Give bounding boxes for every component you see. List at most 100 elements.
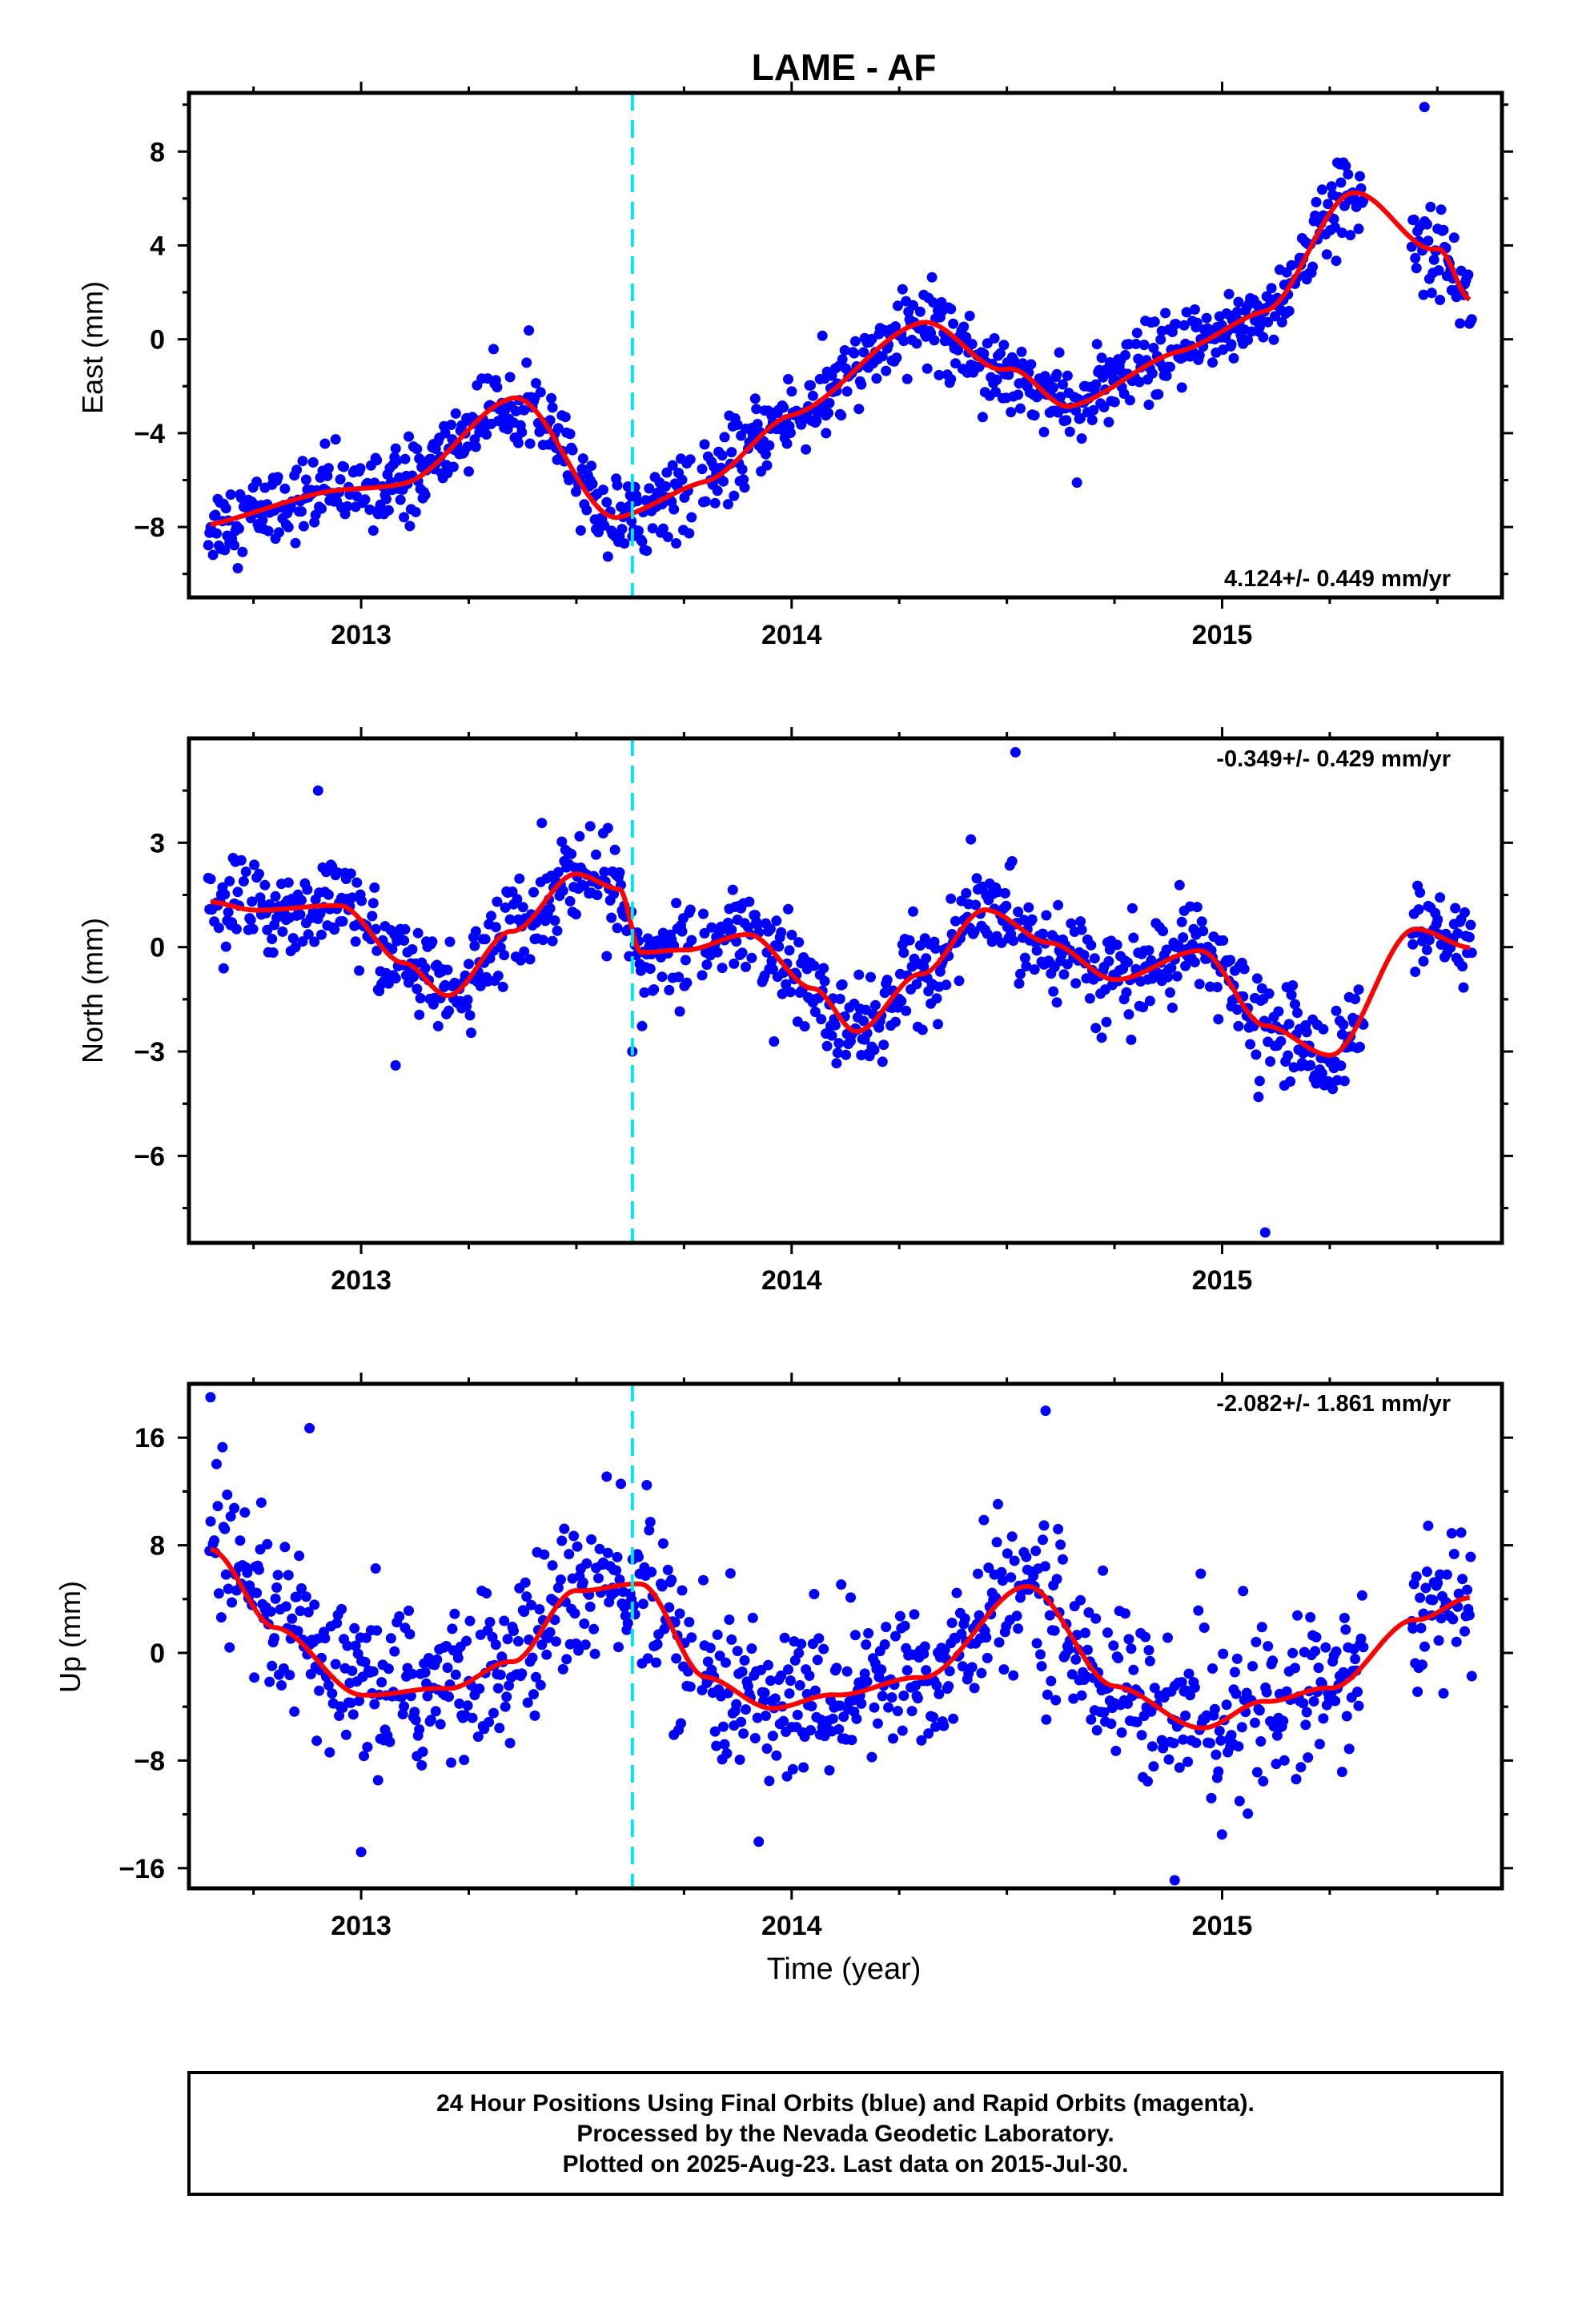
data-point — [1178, 1734, 1189, 1745]
data-point — [677, 474, 688, 485]
data-point — [1075, 1594, 1086, 1606]
data-point — [869, 999, 881, 1011]
data-point — [262, 1538, 273, 1550]
data-point — [1435, 204, 1447, 215]
data-point — [279, 1542, 291, 1553]
data-point — [535, 1679, 546, 1691]
data-point — [586, 460, 597, 472]
data-point — [579, 1618, 590, 1629]
data-point — [1044, 1610, 1055, 1621]
data-point — [1456, 1527, 1467, 1538]
data-point — [1450, 903, 1461, 914]
data-point — [347, 1709, 359, 1720]
data-point — [700, 496, 711, 507]
data-point — [939, 1644, 950, 1655]
y-tick-label: 3 — [150, 828, 165, 858]
data-point — [577, 1577, 588, 1588]
data-point — [1423, 1520, 1434, 1531]
data-point — [1138, 1002, 1149, 1013]
data-point — [462, 995, 473, 1005]
data-point — [644, 1517, 656, 1527]
data-point — [726, 447, 737, 458]
data-point — [1411, 1571, 1422, 1582]
data-point — [787, 1763, 798, 1775]
data-point — [1225, 341, 1236, 352]
east-rate-label: 4.124+/- 0.449 mm/yr — [1224, 566, 1451, 592]
data-point — [1423, 235, 1434, 247]
data-point — [766, 955, 777, 967]
data-point — [606, 912, 617, 923]
data-point — [521, 1591, 532, 1602]
data-point — [427, 936, 438, 947]
data-point — [336, 1603, 347, 1614]
data-point — [1176, 916, 1187, 927]
data-point — [824, 397, 835, 408]
data-point — [613, 1642, 624, 1653]
data-point — [1030, 1546, 1042, 1557]
data-point — [1435, 295, 1446, 305]
data-point — [877, 1056, 888, 1068]
data-point — [524, 325, 535, 336]
data-point — [555, 1574, 566, 1585]
data-point — [856, 1698, 867, 1709]
data-point — [1455, 318, 1466, 329]
data-point — [781, 438, 793, 449]
data-point — [998, 340, 1010, 351]
data-point — [737, 464, 748, 475]
data-point — [1006, 407, 1017, 418]
data-point — [727, 884, 738, 895]
data-point — [851, 1713, 862, 1724]
data-point — [1271, 1730, 1283, 1741]
data-point — [350, 1640, 361, 1651]
data-point — [1168, 1738, 1179, 1749]
data-point — [309, 1599, 320, 1610]
data-point — [1013, 907, 1024, 918]
data-points — [204, 1392, 1477, 1886]
data-point — [1021, 961, 1032, 971]
data-point — [929, 335, 940, 346]
data-point — [614, 1574, 625, 1585]
data-point — [941, 979, 952, 991]
data-point — [1336, 1767, 1347, 1778]
data-point — [933, 1019, 943, 1030]
data-point — [324, 1747, 335, 1758]
data-point — [753, 1836, 765, 1848]
data-point — [1457, 961, 1468, 972]
data-point — [1170, 319, 1182, 330]
data-point — [355, 463, 366, 474]
data-point — [1153, 388, 1164, 400]
data-point — [674, 1006, 685, 1017]
data-point — [381, 493, 391, 505]
data-point — [1062, 370, 1073, 381]
data-point — [515, 955, 526, 966]
x-tick-label: 2015 — [1192, 1911, 1253, 1941]
data-point — [1231, 1688, 1242, 1699]
data-point — [529, 1710, 540, 1721]
data-point — [417, 1747, 428, 1757]
data-point — [316, 503, 327, 514]
data-point — [1058, 379, 1068, 390]
data-point — [211, 1458, 222, 1470]
data-point — [901, 373, 913, 384]
data-point — [661, 467, 673, 478]
data-point — [307, 456, 319, 468]
data-point — [981, 1632, 992, 1643]
data-point — [1155, 334, 1166, 345]
data-point — [866, 1751, 877, 1763]
data-point — [609, 1586, 620, 1598]
data-point — [752, 419, 763, 429]
data-point — [1229, 1667, 1240, 1678]
data-point — [309, 936, 320, 947]
data-point — [1066, 1669, 1078, 1680]
data-point — [531, 378, 541, 388]
data-point — [1098, 1707, 1110, 1718]
data-point — [356, 895, 367, 907]
data-point — [1345, 230, 1356, 241]
data-point — [330, 434, 341, 445]
data-point — [1335, 1060, 1347, 1072]
north-rate-label: -0.349+/- 0.429 mm/yr — [1216, 746, 1451, 772]
data-point — [899, 1620, 910, 1631]
data-point — [699, 439, 710, 450]
data-point — [1247, 1661, 1258, 1672]
data-point — [404, 431, 414, 442]
